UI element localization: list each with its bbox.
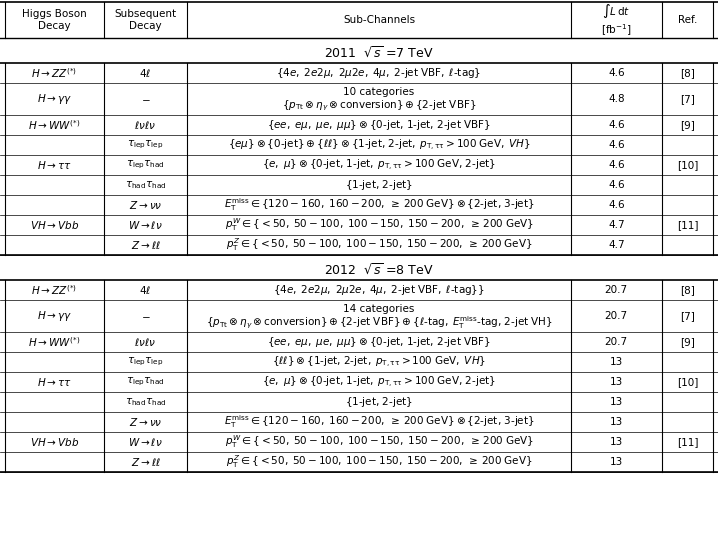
Text: $\{4e,\;2e2\mu,\;2\mu2e,\;4\mu,\;\text{2-jet VBF},\;\ell\text{-tag}\}$: $\{4e,\;2e2\mu,\;2\mu2e,\;4\mu,\;\text{2… [276, 66, 482, 80]
Text: [8]: [8] [680, 68, 695, 78]
Text: 20.7: 20.7 [605, 311, 628, 321]
Text: $Z \to \ell\ell$: $Z \to \ell\ell$ [131, 456, 161, 468]
Text: $\{e,\;\mu\} \otimes \{\text{0-jet, 1-jet},\; p_{\rm T,\tau\tau} > 100\;\text{Ge: $\{e,\;\mu\} \otimes \{\text{0-jet, 1-je… [262, 157, 496, 173]
Text: $\tau_{\rm had}\tau_{\rm had}$: $\tau_{\rm had}\tau_{\rm had}$ [125, 396, 167, 408]
Text: $H \to WW^{(*)}$: $H \to WW^{(*)}$ [28, 335, 80, 349]
Text: Higgs Boson
Decay: Higgs Boson Decay [22, 9, 87, 31]
Text: [11]: [11] [676, 437, 698, 447]
Text: [9]: [9] [680, 120, 695, 130]
Text: $4\ell$: $4\ell$ [139, 67, 151, 79]
Text: 4.6: 4.6 [608, 180, 625, 190]
Text: $VH \to Vbb$: $VH \to Vbb$ [29, 219, 79, 231]
Text: Subsequent
Decay: Subsequent Decay [114, 9, 177, 31]
Text: $-$: $-$ [141, 311, 150, 321]
Text: $H \to \tau\tau$: $H \to \tau\tau$ [37, 159, 72, 171]
Text: 20.7: 20.7 [605, 285, 628, 295]
Text: $Z \to \nu\nu$: $Z \to \nu\nu$ [129, 199, 162, 211]
Text: 13: 13 [610, 417, 623, 427]
Text: 4.8: 4.8 [608, 94, 625, 104]
Text: $p_{\rm T}^W \in \{<50,\;50-100,\;100-150,\;150-200,\;{\geq}\,200\;\text{GeV}\}$: $p_{\rm T}^W \in \{<50,\;50-100,\;100-15… [225, 434, 533, 450]
Text: $\{e,\;\mu\} \otimes \{\text{0-jet, 1-jet},\; p_{\rm T,\tau\tau} > 100\;\text{Ge: $\{e,\;\mu\} \otimes \{\text{0-jet, 1-je… [262, 375, 496, 389]
Text: $\{ee,\;e\mu,\;\mu e,\;\mu\mu\} \otimes \{\text{0-jet, 1-jet, 2-jet VBF}\}$: $\{ee,\;e\mu,\;\mu e,\;\mu\mu\} \otimes … [267, 118, 491, 132]
Text: 4.6: 4.6 [608, 200, 625, 210]
Text: $H \to \tau\tau$: $H \to \tau\tau$ [37, 376, 72, 388]
Text: $\tau_{\rm lep}\tau_{\rm lep}$: $\tau_{\rm lep}\tau_{\rm lep}$ [127, 139, 164, 151]
Text: 4.7: 4.7 [608, 240, 625, 250]
Text: $p_{\rm T}^W \in \{<50,\;50-100,\;100-150,\;150-200,\;{\geq}\,200\;\text{GeV}\}$: $p_{\rm T}^W \in \{<50,\;50-100,\;100-15… [225, 217, 533, 233]
Text: 14 categories: 14 categories [343, 304, 415, 314]
Text: $Z \to \nu\nu$: $Z \to \nu\nu$ [129, 416, 162, 428]
Text: $\int L\,{\rm d}t$
[fb$^{-1}$]: $\int L\,{\rm d}t$ [fb$^{-1}$] [601, 2, 632, 38]
Text: 2011  $\sqrt{s}$ =7 TeV: 2011 $\sqrt{s}$ =7 TeV [325, 45, 434, 61]
Text: 4.7: 4.7 [608, 220, 625, 230]
Text: 4.6: 4.6 [608, 140, 625, 150]
Text: $H \to \gamma\gamma$: $H \to \gamma\gamma$ [37, 92, 72, 106]
Text: $\ell\nu\ell\nu$: $\ell\nu\ell\nu$ [134, 336, 157, 348]
Text: $W \to \ell\nu$: $W \to \ell\nu$ [128, 436, 163, 448]
Text: $H \to ZZ^{(*)}$: $H \to ZZ^{(*)}$ [31, 66, 78, 80]
Text: [7]: [7] [680, 94, 695, 104]
Text: Ref.: Ref. [678, 15, 697, 25]
Text: $H \to WW^{(*)}$: $H \to WW^{(*)}$ [28, 118, 80, 132]
Text: [7]: [7] [680, 311, 695, 321]
Text: $-$: $-$ [141, 94, 150, 104]
Text: $\{\text{1-jet, 2-jet}\}$: $\{\text{1-jet, 2-jet}\}$ [345, 178, 413, 192]
Text: 13: 13 [610, 357, 623, 367]
Text: $H \to ZZ^{(*)}$: $H \to ZZ^{(*)}$ [31, 283, 78, 297]
Text: 10 categories: 10 categories [343, 87, 415, 97]
Text: $\{\text{1-jet, 2-jet}\}$: $\{\text{1-jet, 2-jet}\}$ [345, 395, 413, 409]
Text: 4.6: 4.6 [608, 160, 625, 170]
Text: 13: 13 [610, 457, 623, 467]
Text: [10]: [10] [677, 160, 698, 170]
Text: $\tau_{\rm lep}\tau_{\rm had}$: $\tau_{\rm lep}\tau_{\rm had}$ [126, 376, 165, 388]
Text: 4.6: 4.6 [608, 68, 625, 78]
Text: $\{e\mu\} \otimes \{\text{0-jet}\} \oplus \{\ell\ell\} \otimes \{\text{1-jet, 2-: $\{e\mu\} \otimes \{\text{0-jet}\} \oplu… [228, 138, 531, 152]
Text: [10]: [10] [677, 377, 698, 387]
Text: $p_{\rm T}^Z \in \{<50,\;50-100,\;100-150,\;150-200,\;{\geq}\,200\;\text{GeV}\}$: $p_{\rm T}^Z \in \{<50,\;50-100,\;100-15… [225, 236, 533, 253]
Text: 13: 13 [610, 377, 623, 387]
Text: $\{ee,\;e\mu,\;\mu e,\;\mu\mu\} \otimes \{\text{0-jet, 1-jet, 2-jet VBF}\}$: $\{ee,\;e\mu,\;\mu e,\;\mu\mu\} \otimes … [267, 335, 491, 349]
Text: $\tau_{\rm lep}\tau_{\rm had}$: $\tau_{\rm lep}\tau_{\rm had}$ [126, 159, 165, 171]
Text: [8]: [8] [680, 285, 695, 295]
Text: 2012  $\sqrt{s}$ =8 TeV: 2012 $\sqrt{s}$ =8 TeV [325, 263, 434, 277]
Text: $H \to \gamma\gamma$: $H \to \gamma\gamma$ [37, 309, 72, 323]
Text: $\ell\nu\ell\nu$: $\ell\nu\ell\nu$ [134, 119, 157, 131]
Text: $\{p_{\rm Tt} \otimes \eta_\gamma \otimes \text{conversion}\} \oplus \{\text{2-j: $\{p_{\rm Tt} \otimes \eta_\gamma \otime… [282, 99, 476, 113]
Text: $W \to \ell\nu$: $W \to \ell\nu$ [128, 219, 163, 231]
Text: $\tau_{\rm had}\tau_{\rm had}$: $\tau_{\rm had}\tau_{\rm had}$ [125, 179, 167, 191]
Text: $E_{\rm T}^{\rm miss} \in \{120-160,\;160-200,\;{\geq}\,200\;\text{GeV}\} \otime: $E_{\rm T}^{\rm miss} \in \{120-160,\;16… [224, 197, 534, 213]
Text: $p_{\rm T}^Z \in \{<50,\;50-100,\;100-150,\;150-200,\;{\geq}\,200\;\text{GeV}\}$: $p_{\rm T}^Z \in \{<50,\;50-100,\;100-15… [225, 454, 533, 471]
Text: 20.7: 20.7 [605, 337, 628, 347]
Text: [9]: [9] [680, 337, 695, 347]
Text: $\tau_{\rm lep}\tau_{\rm lep}$: $\tau_{\rm lep}\tau_{\rm lep}$ [127, 356, 164, 368]
Text: $Z \to \ell\ell$: $Z \to \ell\ell$ [131, 239, 161, 251]
Text: 4.6: 4.6 [608, 120, 625, 130]
Text: $\{\ell\ell\} \otimes \{\text{1-jet, 2-jet},\; p_{\rm T,\tau\tau} > 100\;\text{G: $\{\ell\ell\} \otimes \{\text{1-jet, 2-j… [272, 354, 486, 370]
Text: $E_{\rm T}^{\rm miss} \in \{120-160,\;160-200,\;{\geq}\,200\;\text{GeV}\} \otime: $E_{\rm T}^{\rm miss} \in \{120-160,\;16… [224, 414, 534, 430]
Text: $4\ell$: $4\ell$ [139, 284, 151, 296]
Text: 13: 13 [610, 437, 623, 447]
Text: $\{p_{\rm Tt} \otimes \eta_\gamma \otimes \text{conversion}\} \oplus \{\text{2-j: $\{p_{\rm Tt} \otimes \eta_\gamma \otime… [205, 314, 553, 331]
Text: $\{4e,\;2e2\mu,\;2\mu2e,\;4\mu,\;\text{2-jet VBF},\;\ell\text{-tag}\}\}$: $\{4e,\;2e2\mu,\;2\mu2e,\;4\mu,\;\text{2… [273, 283, 485, 297]
Text: 13: 13 [610, 397, 623, 407]
Text: Sub-Channels: Sub-Channels [343, 15, 415, 25]
Text: [11]: [11] [676, 220, 698, 230]
Text: $VH \to Vbb$: $VH \to Vbb$ [29, 436, 79, 448]
